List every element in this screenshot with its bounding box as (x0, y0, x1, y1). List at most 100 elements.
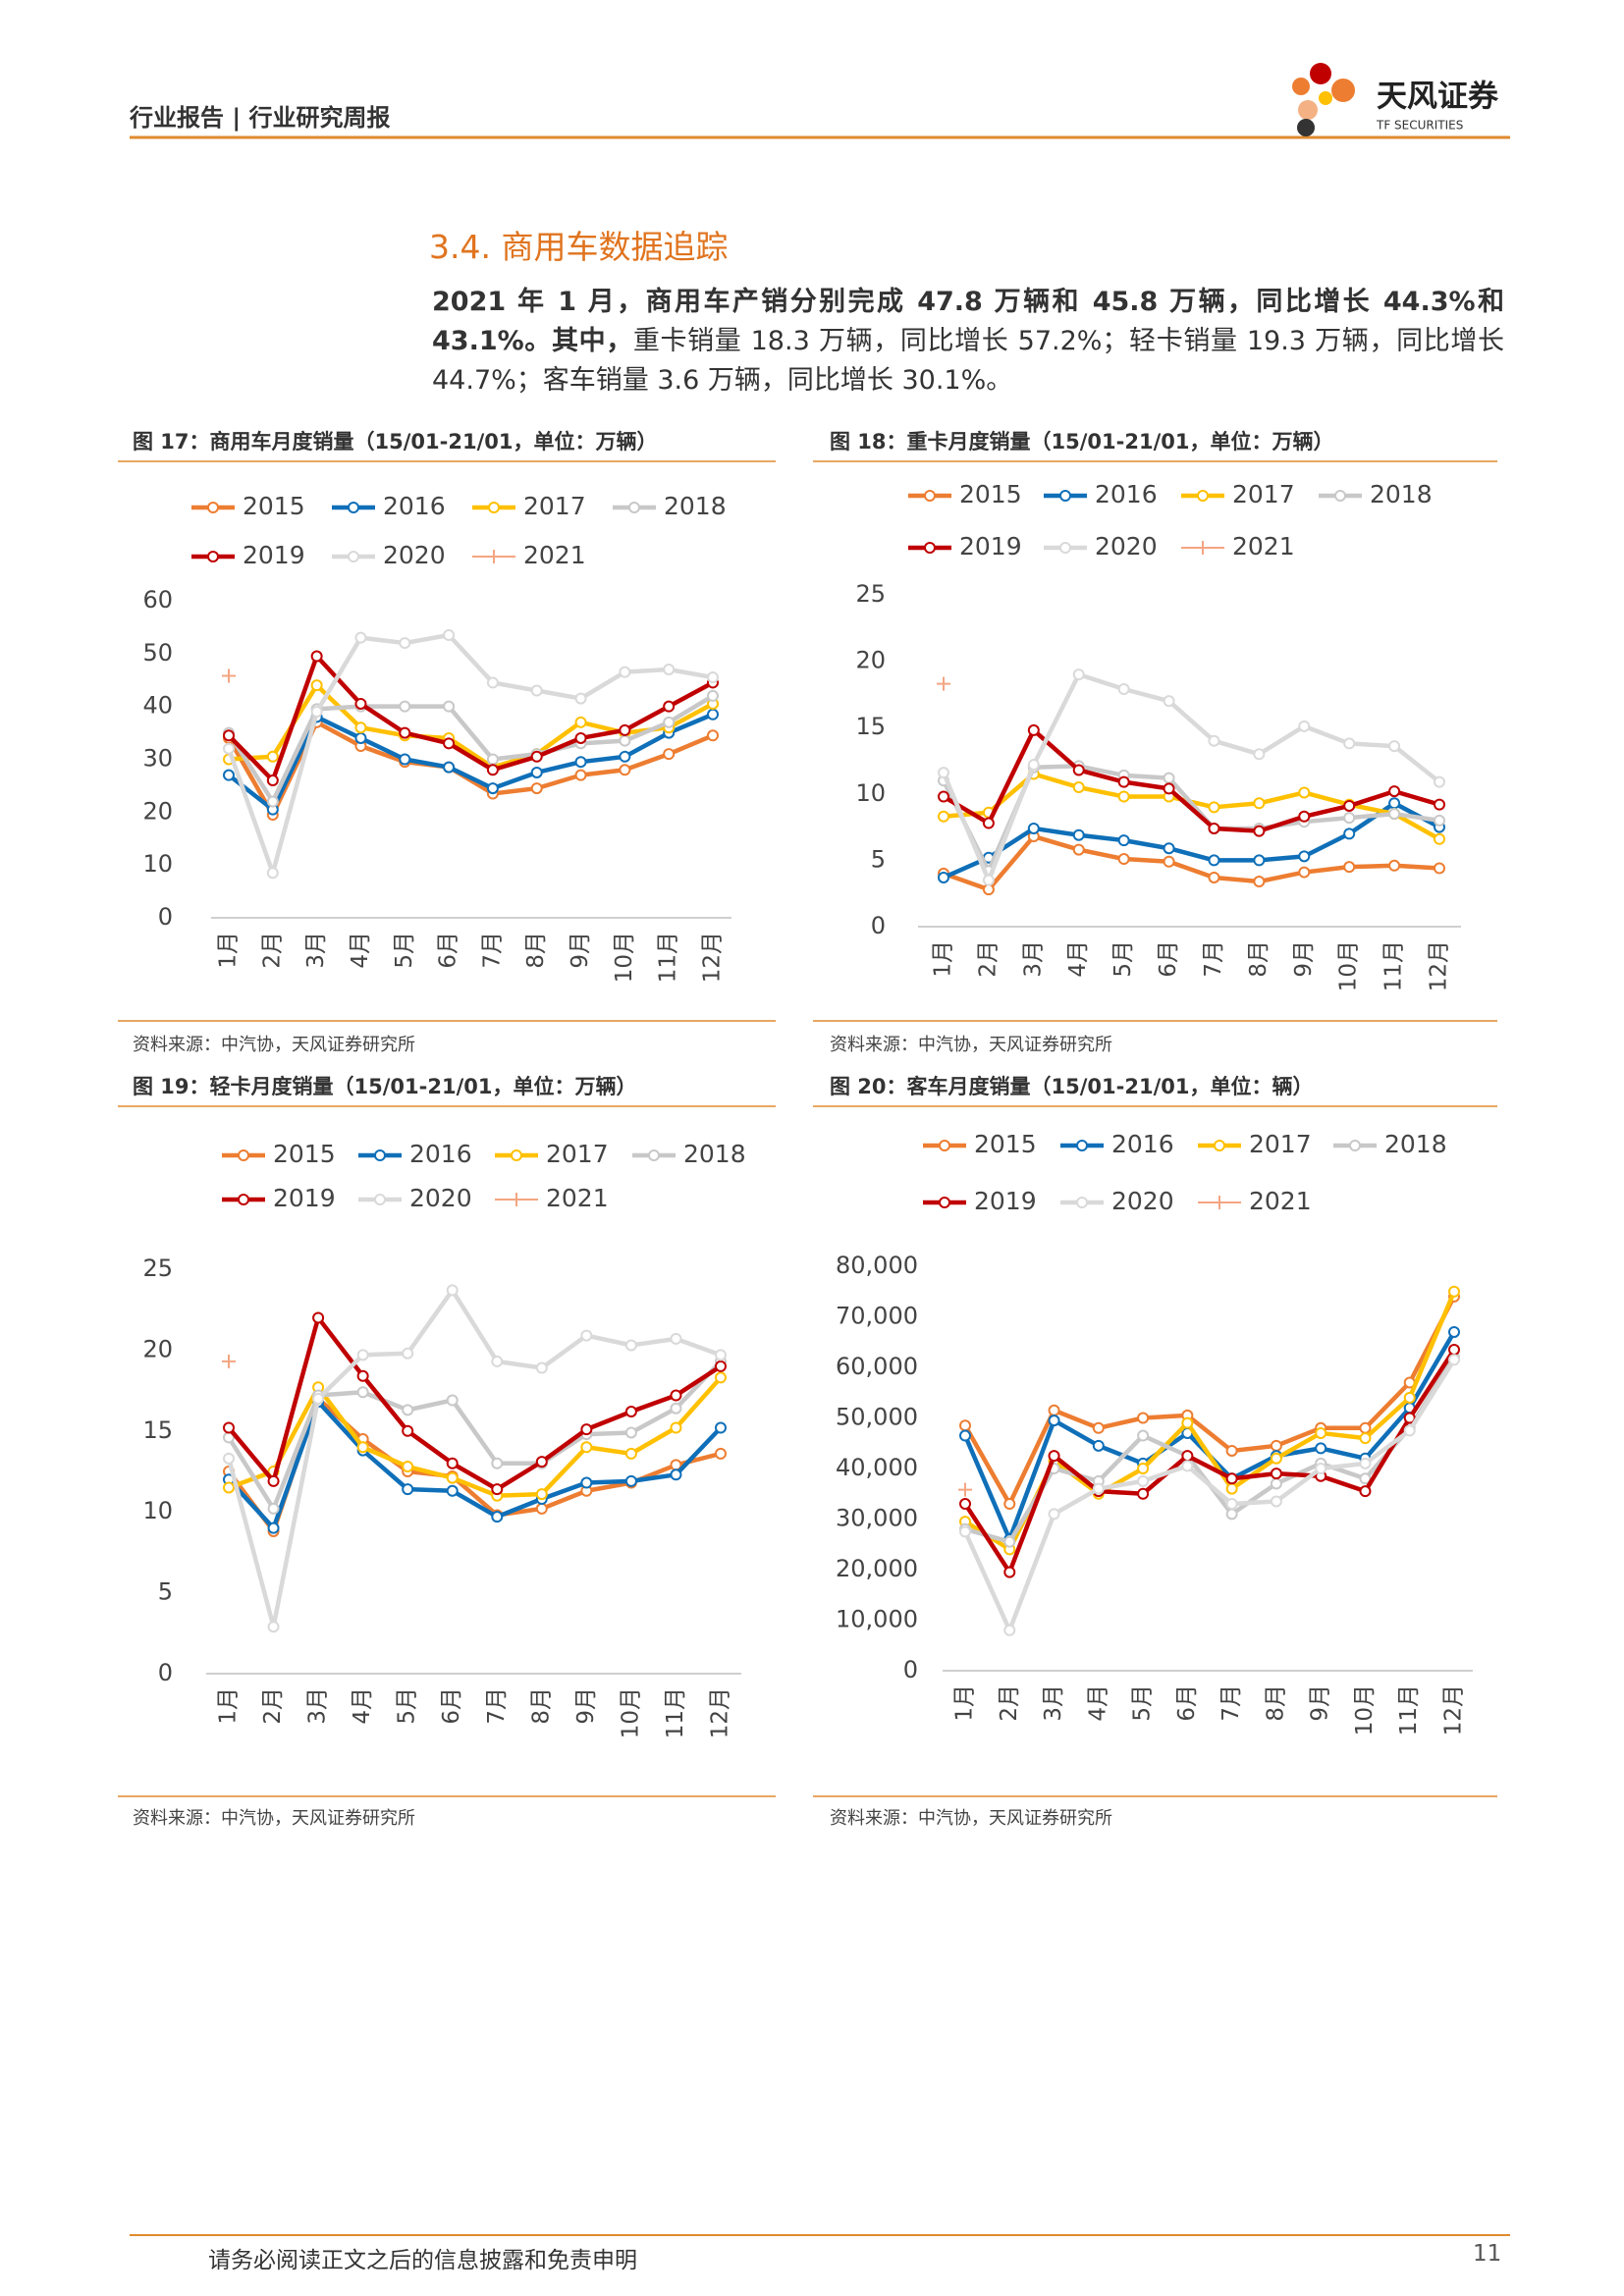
y-tick-label: 30,000 (836, 1505, 918, 1532)
y-tick-label: 25 (142, 1255, 173, 1282)
figure-source: 资料来源：中汽协，天风证券研究所 (133, 1035, 415, 1055)
point (1343, 861, 1356, 874)
x-tick-label: 4月 (348, 932, 373, 969)
point (1208, 734, 1220, 747)
point (491, 1483, 504, 1496)
point (310, 679, 323, 692)
legend-label: 2019 (974, 1187, 1037, 1215)
point (958, 1482, 972, 1497)
point (399, 726, 411, 739)
point (491, 1511, 504, 1523)
point (535, 1488, 548, 1501)
legend-label: 2020 (1095, 532, 1158, 561)
x-tick-label: 7月 (484, 1687, 510, 1725)
figure-source: 资料来源：中汽协，天风证券研究所 (830, 1808, 1112, 1829)
point (982, 817, 995, 829)
point (619, 734, 631, 747)
legend-marker (939, 1197, 950, 1208)
section-title: 3.4. 商用车数据追踪 (429, 228, 729, 266)
point (1388, 859, 1401, 872)
point (1117, 790, 1130, 803)
header-title: 行业报告 | 行业研究周报 (130, 104, 391, 132)
point (1448, 1354, 1460, 1366)
point (1225, 1508, 1238, 1521)
legend-label: 2017 (523, 492, 586, 520)
point (1225, 1482, 1238, 1495)
y-tick-label: 10,000 (836, 1606, 918, 1633)
point (1072, 781, 1085, 794)
legend-marker (374, 1149, 386, 1161)
x-tick-label: 10月 (1336, 940, 1362, 991)
x-tick-label: 6月 (439, 1687, 464, 1725)
point (267, 1522, 280, 1534)
y-tick-label: 50 (142, 639, 173, 667)
point (399, 637, 411, 650)
point (1027, 822, 1040, 834)
page-number: 11 (1473, 2241, 1502, 2267)
point (266, 867, 279, 880)
point (938, 810, 949, 823)
legend-marker (924, 490, 936, 502)
point (312, 1392, 325, 1405)
legend-label: 2021 (1249, 1187, 1312, 1215)
y-tick-label: 20 (142, 797, 173, 825)
y-tick-label: 40 (142, 692, 173, 720)
x-tick-label: 9月 (1308, 1684, 1333, 1722)
point (663, 716, 676, 728)
point (1048, 1450, 1060, 1463)
point (937, 676, 950, 691)
legend-label: 2015 (959, 480, 1022, 508)
point (624, 1447, 637, 1460)
point (446, 1284, 459, 1297)
series-line (227, 693, 715, 804)
point (1253, 854, 1266, 867)
y-tick-label: 15 (142, 1416, 173, 1444)
y-tick-label: 30 (142, 745, 173, 773)
legend-label: 2019 (959, 532, 1022, 561)
point (356, 1349, 369, 1362)
point (535, 1362, 548, 1374)
point (574, 692, 587, 705)
paragraph-bold: 2021 年 1 月，商用车产销分别完成 47.8 万辆和 45.8 万辆，同比… (432, 287, 1504, 356)
point (1270, 1439, 1282, 1452)
x-tick-label: 9月 (1291, 940, 1317, 978)
x-tick-label: 5月 (1130, 1684, 1156, 1722)
point (222, 668, 236, 683)
x-tick-label: 11月 (1396, 1684, 1422, 1735)
point (354, 731, 367, 744)
point (1181, 1416, 1194, 1429)
legend-marker (348, 551, 359, 562)
x-tick-label: 9月 (568, 932, 593, 969)
x-tick-label: 1月 (216, 1687, 242, 1725)
point (1208, 822, 1220, 834)
point (267, 1474, 280, 1487)
point (223, 742, 235, 755)
point (1208, 801, 1220, 814)
legend-marker (1059, 542, 1071, 554)
point (267, 1502, 280, 1515)
y-tick-label: 60 (142, 586, 173, 614)
y-tick-label: 50,000 (836, 1404, 918, 1431)
x-tick-label: 5月 (395, 1687, 420, 1725)
point (715, 1447, 727, 1460)
point (1434, 775, 1445, 788)
x-tick-label: 8月 (528, 1687, 554, 1725)
legend-marker (1059, 490, 1071, 502)
x-tick-label: 7月 (479, 932, 505, 969)
legend-marker (1213, 1196, 1226, 1209)
point (399, 753, 411, 766)
point (1298, 866, 1311, 879)
point (663, 700, 676, 713)
legend-marker (1197, 490, 1209, 502)
legend-label: 2021 (546, 1184, 609, 1212)
point (1048, 1415, 1060, 1427)
point (1298, 810, 1311, 823)
point (1359, 1421, 1372, 1434)
point (1163, 782, 1175, 795)
figure-source: 资料来源：中汽协，天风证券研究所 (133, 1808, 415, 1829)
point (446, 1394, 459, 1407)
legend-marker (1076, 1140, 1088, 1151)
point (1388, 785, 1401, 798)
point (1048, 1508, 1060, 1521)
point (1092, 1439, 1105, 1452)
